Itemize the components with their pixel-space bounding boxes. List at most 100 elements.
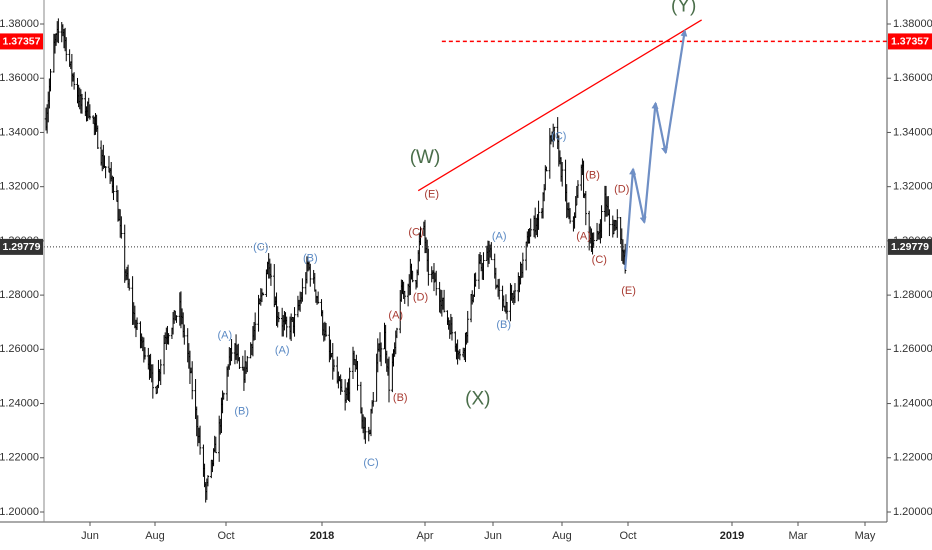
ohlc-bar xyxy=(88,104,92,120)
y-tick-left-label: 1.22000 xyxy=(0,452,39,464)
current-price-badge-left-bg xyxy=(0,238,43,255)
ohlc-bar xyxy=(387,356,391,403)
ohlc-bar xyxy=(190,361,194,400)
wave-label: (C) xyxy=(408,227,423,239)
x-tick-label: Oct xyxy=(619,530,636,542)
ohlc-bar xyxy=(482,252,485,281)
x-tick-label: Mar xyxy=(789,530,808,542)
ohlc-bar xyxy=(348,367,351,403)
wave-label: (A) xyxy=(576,231,591,243)
wave-label: (C) xyxy=(253,242,268,254)
ohlc-bar xyxy=(128,278,131,291)
ohlc-bar xyxy=(411,270,414,283)
wave-label: (X) xyxy=(465,389,490,410)
ohlc-bar xyxy=(442,289,446,313)
current-price-badge-right-label: 1.29779 xyxy=(891,241,929,253)
ohlc-bar xyxy=(183,324,186,345)
ohlc-bar xyxy=(600,205,603,239)
ohlc-bar xyxy=(372,391,375,407)
ohlc-bar xyxy=(340,379,343,392)
ohlc-bar xyxy=(104,166,107,179)
ohlc-bar xyxy=(151,364,155,399)
ohlc-bar xyxy=(324,322,328,337)
ohlc-bar xyxy=(356,360,359,391)
wave-label: (A) xyxy=(275,345,290,357)
y-tick-right-label: 1.32000 xyxy=(893,181,932,193)
ohlc-bar xyxy=(175,315,178,323)
ohlc-bar xyxy=(427,248,430,286)
y-tick-right-label: 1.22000 xyxy=(893,452,932,464)
ohlc-bar xyxy=(261,292,265,296)
x-tick-label: Jun xyxy=(81,530,99,542)
ohlc-bar xyxy=(403,290,406,304)
ohlc-bar xyxy=(112,176,115,201)
ohlc-bar xyxy=(498,278,501,300)
target-price-badge-right-bg xyxy=(888,33,932,50)
trend-line xyxy=(417,19,702,192)
projection-path xyxy=(624,29,688,270)
ohlc-bar xyxy=(309,263,312,287)
ohlc-bar xyxy=(364,417,367,444)
x-tick-label: Aug xyxy=(145,530,165,542)
wave-label: (B) xyxy=(585,170,600,182)
wave-label: (E) xyxy=(621,285,636,297)
y-tick-right-label: 1.36000 xyxy=(893,72,932,84)
ohlc-bar xyxy=(135,317,139,330)
x-tick-label: May xyxy=(855,530,876,542)
ohlc-bar xyxy=(537,200,540,230)
x-tick-label: 2018 xyxy=(310,530,334,542)
projection-segment xyxy=(631,168,647,224)
ohlc-bar xyxy=(553,126,556,141)
y-tick-left-label: 1.28000 xyxy=(0,289,39,301)
ohlc-bar xyxy=(608,209,611,237)
ohlc-bars xyxy=(44,18,627,503)
ohlc-bar xyxy=(206,475,210,487)
ohlc-bar xyxy=(521,252,525,278)
ohlc-bar xyxy=(301,278,304,302)
ohlc-bar xyxy=(458,348,462,361)
ohlc-bar xyxy=(198,425,202,455)
ohlc-bar xyxy=(450,316,454,341)
ohlc-bar xyxy=(285,316,288,338)
current-price-badge-left: 1.29779 xyxy=(0,238,43,255)
ohlc-bar xyxy=(568,208,572,224)
y-tick-left-label: 1.34000 xyxy=(0,126,39,138)
current-price-badge-left-label: 1.29779 xyxy=(3,241,41,253)
wave-labels: (C)(A)(A)(B)(B)(C)(A)(B)(C)(D)(E)(W)(X)(… xyxy=(217,0,696,469)
ohlc-bar xyxy=(277,311,280,323)
ohlc-bar xyxy=(230,339,233,362)
y-tick-left-label: 1.32000 xyxy=(0,181,39,193)
ohlc-bar xyxy=(505,302,509,320)
wave-label: (E) xyxy=(424,189,439,201)
ohlc-bar xyxy=(293,307,296,337)
ohlc-bar xyxy=(513,283,517,304)
y-tick-left-label: 1.24000 xyxy=(0,397,39,409)
ohlc-bar xyxy=(80,93,84,114)
ohlc-bar xyxy=(474,272,477,287)
wave-label: (D) xyxy=(614,183,629,195)
ohlc-bar xyxy=(529,218,532,237)
ohlc-bar xyxy=(616,209,619,238)
ohlc-bar xyxy=(143,347,147,360)
wave-label: (C) xyxy=(363,457,378,469)
ohlc-bar xyxy=(222,392,225,400)
target-price-badge-left: 1.37357 xyxy=(0,33,43,50)
y-tick-right-label: 1.28000 xyxy=(893,289,932,301)
ohlc-bar xyxy=(120,216,123,239)
projection-segment xyxy=(643,101,659,223)
x-tick-label: Aug xyxy=(552,530,572,542)
x-tick-label: Oct xyxy=(217,530,234,542)
x-tick-label: 2019 xyxy=(720,530,744,542)
ohlc-bar xyxy=(72,72,76,90)
wave-label: (B) xyxy=(496,319,511,331)
y-tick-left-label: 1.38000 xyxy=(0,18,39,30)
ohlc-bar xyxy=(96,125,99,149)
y-tick-right-label: 1.38000 xyxy=(893,18,932,30)
wave-label: (D) xyxy=(413,292,428,304)
projection-segment xyxy=(624,167,637,270)
ohlc-bar xyxy=(159,359,162,386)
wave-label: (B) xyxy=(393,392,408,404)
ohlc-bar xyxy=(560,161,564,187)
